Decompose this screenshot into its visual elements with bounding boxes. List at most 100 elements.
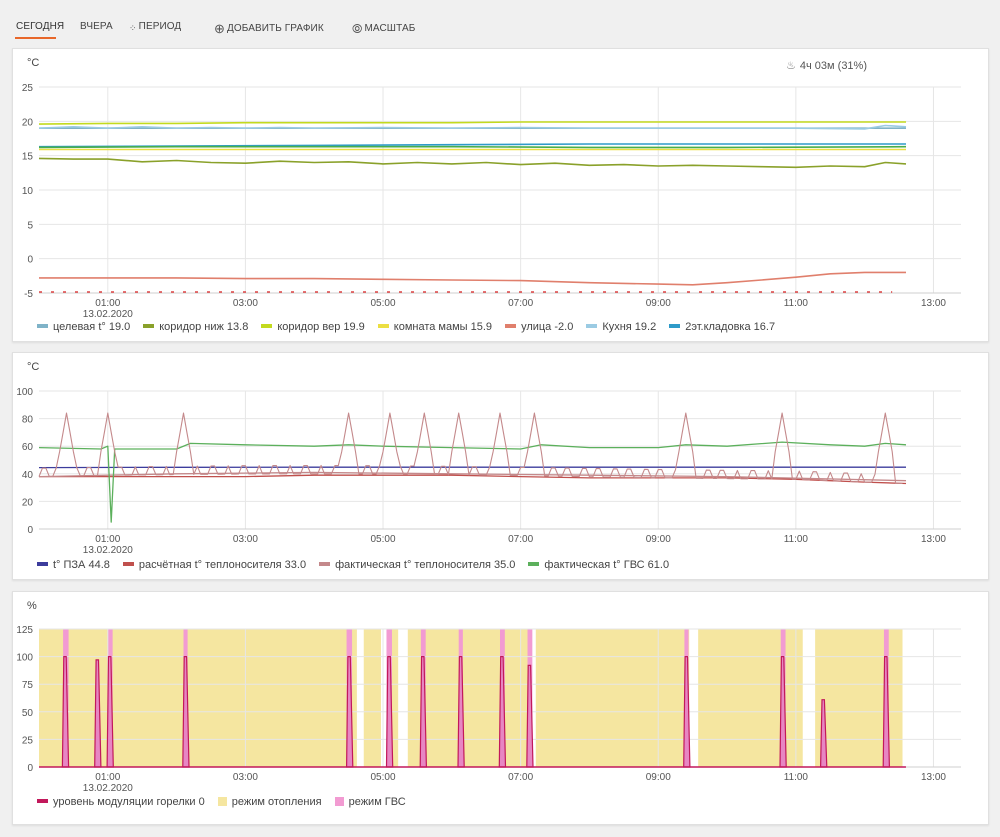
legend-swatch	[528, 562, 540, 566]
heating-mode-band	[39, 629, 357, 767]
legend-label: 2эт.кладовка 16.7	[685, 321, 776, 333]
y-tick-label: 0	[27, 525, 33, 536]
tab-yesterday[interactable]: ВЧЕРА	[80, 21, 113, 32]
date-label: 13.02.2020	[83, 783, 133, 794]
legend-label: режим ГВС	[348, 796, 406, 808]
legend-item[interactable]: 2эт.кладовка 16.7	[669, 321, 775, 333]
y-tick-label: 25	[22, 735, 34, 746]
legend-label: t° ПЗА 44.8	[53, 559, 110, 571]
legend-burner: уровень модуляции горелки 0 режим отоплен…	[37, 796, 419, 808]
legend-item[interactable]: уровень модуляции горелки 0	[37, 796, 205, 808]
flame-icon: ♨	[786, 60, 796, 72]
mouse-icon: ⦾	[352, 21, 363, 36]
y-tick-label: 40	[22, 470, 34, 481]
legend-swatch	[143, 324, 155, 328]
legend-label: режим отопления	[231, 796, 322, 808]
y-tick-label: 10	[22, 186, 34, 197]
x-tick-label: 01:00	[95, 298, 120, 309]
x-tick-label: 11:00	[784, 772, 809, 783]
scale-button[interactable]: ⦾ МАСШТАБ	[352, 21, 415, 37]
legend-item[interactable]: целевая t° 19.0	[37, 321, 130, 333]
y-tick-label: 20	[22, 117, 34, 128]
chart-heating-temperatures: 0 20 40 60 80 100 01:00 03:00 05:00 07:00 09:00 11:…	[16, 387, 961, 556]
legend-label: Кухня 19.2	[602, 321, 657, 333]
legend-item[interactable]: t° ПЗА 44.8	[37, 559, 110, 571]
x-tick-label: 07:00	[508, 772, 533, 783]
scale-label: МАСШТАБ	[364, 23, 416, 34]
series-line	[38, 471, 907, 482]
legend-temperatures: целевая t° 19.0 коридор ниж 13.8 коридор в…	[37, 321, 788, 333]
legend-item[interactable]: коридор вер 19.9	[261, 321, 365, 333]
y-tick-label: 80	[22, 415, 34, 426]
chart-temperatures: -5 0 5 10 15 20 25 01:00 03:00 05:00 07:00 09:00 11:…	[22, 83, 961, 320]
legend-item[interactable]: улица -2.0	[505, 321, 573, 333]
y-tick-label: 15	[22, 152, 34, 163]
chart-panel-burner: % 0 25 50 75 100 125 01:00 03:00 05:00 07:00 09:00…	[12, 591, 989, 825]
y-tick-label: -5	[24, 289, 33, 300]
y-tick-label: 100	[16, 387, 33, 398]
legend-swatch	[217, 797, 227, 806]
y-unit-label: %	[27, 600, 37, 612]
chart-panel-temperatures: °C ♨ 4ч 03м (31%) -5 0 5 10 15 20 25 01:00 03:00 0…	[12, 48, 989, 342]
x-tick-label: 07:00	[508, 534, 533, 545]
x-tick-label: 05:00	[371, 298, 396, 309]
legend-item[interactable]: коридор ниж 13.8	[143, 321, 248, 333]
legend-swatch	[261, 324, 273, 328]
grid-icon: ⁘	[129, 23, 137, 33]
heating-mode-band	[363, 629, 381, 767]
legend-item[interactable]: расчётная t° теплоносителя 33.0	[122, 559, 306, 571]
series-line-oscillation	[38, 412, 903, 485]
heating-mode-band	[698, 629, 803, 767]
legend-heating: t° ПЗА 44.8 расчётная t° теплоносителя 33…	[37, 559, 682, 571]
y-unit-label: °C	[27, 361, 40, 373]
y-unit-label: °C	[27, 57, 40, 69]
legend-swatch	[505, 324, 517, 328]
heating-mode-band	[535, 629, 690, 767]
y-tick-label: 60	[22, 442, 34, 453]
legend-item[interactable]: фактическая t° ГВС 61.0	[528, 559, 669, 571]
x-tick-label: 01:00	[95, 772, 120, 783]
legend-item[interactable]: режим ГВС	[334, 796, 406, 808]
chart-burner-modulation: 0 25 50 75 100 125 01:00 03:00 05:00 07:00 09:00 11…	[16, 625, 961, 794]
x-tick-label: 09:00	[646, 534, 671, 545]
x-tick-label: 09:00	[646, 298, 671, 309]
tab-today[interactable]: СЕГОДНЯ	[16, 21, 65, 32]
x-tick-label: 03:00	[233, 298, 258, 309]
legend-swatch	[669, 324, 681, 328]
legend-swatch	[377, 324, 389, 328]
series-line	[38, 145, 907, 149]
x-tick-label: 03:00	[233, 772, 258, 783]
legend-label: коридор вер 19.9	[277, 321, 365, 333]
legend-item[interactable]: фактическая t° теплоносителя 35.0	[319, 559, 515, 571]
series-line	[39, 474, 907, 485]
legend-label: фактическая t° теплоносителя 35.0	[335, 559, 516, 571]
legend-swatch	[37, 562, 48, 566]
tab-period[interactable]: ⁘ ПЕРИОД	[129, 21, 181, 34]
series-line	[38, 441, 907, 523]
legend-item[interactable]: режим отопления	[217, 796, 322, 808]
toolbar: СЕГОДНЯ ВЧЕРА ⁘ ПЕРИОД ⊕ ДОБАВИТЬ ГРАФИК ⦾…	[0, 0, 1000, 44]
y-tick-label: 125	[16, 625, 33, 636]
y-tick-label: 100	[16, 653, 33, 664]
legend-label: уровень модуляции горелки 0	[53, 796, 205, 808]
legend-swatch	[37, 799, 48, 803]
burner-time-text: 4ч 03м (31%)	[799, 60, 867, 72]
series-line	[38, 124, 907, 130]
x-tick-label: 03:00	[233, 534, 258, 545]
legend-swatch	[122, 562, 134, 566]
legend-item[interactable]: Кухня 19.2	[586, 321, 656, 333]
y-tick-label: 0	[27, 255, 33, 266]
legend-item[interactable]: комната мамы 15.9	[377, 321, 492, 333]
x-tick-label: 13:00	[921, 772, 946, 783]
y-tick-label: 20	[22, 497, 34, 508]
legend-label: фактическая t° ГВС 61.0	[544, 559, 670, 571]
legend-swatch	[37, 324, 48, 328]
tab-today-underline	[15, 37, 56, 39]
add-chart-button[interactable]: ⊕ ДОБАВИТЬ ГРАФИК	[214, 21, 324, 37]
x-tick-label: 13:00	[921, 534, 946, 545]
legend-swatch	[334, 797, 344, 806]
add-chart-label: ДОБАВИТЬ ГРАФИК	[227, 23, 324, 34]
burner-time-badge: ♨ 4ч 03м (31%)	[786, 59, 867, 72]
x-tick-label: 05:00	[371, 772, 396, 783]
legend-swatch	[586, 324, 598, 328]
